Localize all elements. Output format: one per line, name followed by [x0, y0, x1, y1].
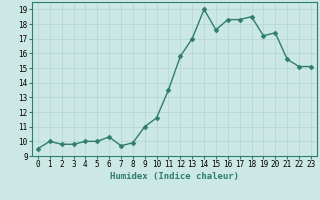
X-axis label: Humidex (Indice chaleur): Humidex (Indice chaleur) — [110, 172, 239, 181]
